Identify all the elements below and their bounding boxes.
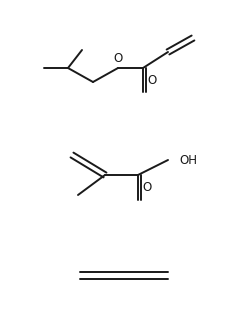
Text: O: O [147,73,157,87]
Text: O: O [113,51,123,65]
Text: OH: OH [179,153,197,167]
Text: O: O [142,181,152,194]
